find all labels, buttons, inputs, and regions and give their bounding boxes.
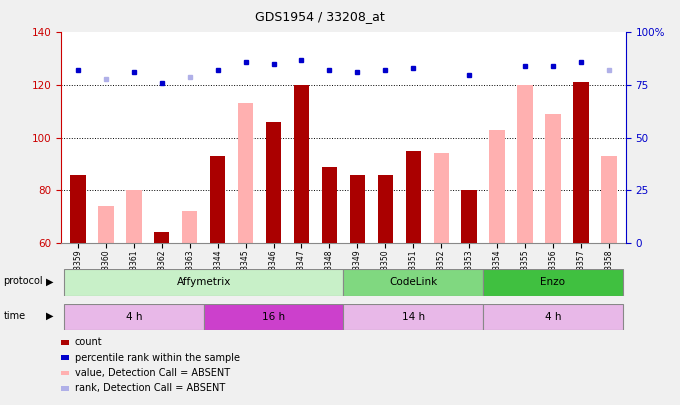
Bar <box>204 304 343 330</box>
Bar <box>154 232 169 243</box>
Text: ▶: ▶ <box>46 277 54 286</box>
Text: 16 h: 16 h <box>262 312 285 322</box>
Bar <box>573 83 589 243</box>
Bar <box>601 156 617 243</box>
Text: value, Detection Call = ABSENT: value, Detection Call = ABSENT <box>75 368 230 378</box>
Bar <box>350 175 365 243</box>
Text: 4 h: 4 h <box>545 312 561 322</box>
Bar <box>545 114 560 243</box>
Bar <box>322 167 337 243</box>
Text: CodeLink: CodeLink <box>389 277 437 288</box>
Bar <box>98 206 114 243</box>
Bar <box>238 104 253 243</box>
Text: GDS1954 / 33208_at: GDS1954 / 33208_at <box>255 10 384 23</box>
Bar <box>343 304 483 330</box>
Text: ▶: ▶ <box>46 311 54 321</box>
Bar <box>126 190 141 243</box>
Bar <box>405 151 421 243</box>
Bar <box>210 156 225 243</box>
Text: count: count <box>75 337 103 347</box>
Bar <box>517 85 532 243</box>
Text: protocol: protocol <box>3 277 43 286</box>
Bar <box>377 175 393 243</box>
Bar <box>462 190 477 243</box>
Bar <box>64 269 343 296</box>
Bar <box>64 304 204 330</box>
Bar <box>343 269 483 296</box>
Bar <box>434 153 449 243</box>
Bar <box>490 130 505 243</box>
Bar <box>182 211 197 243</box>
Text: 4 h: 4 h <box>126 312 142 322</box>
Bar <box>266 122 282 243</box>
Text: Affymetrix: Affymetrix <box>177 277 231 288</box>
Bar <box>70 175 86 243</box>
Text: time: time <box>3 311 26 321</box>
Text: 14 h: 14 h <box>402 312 425 322</box>
Text: Enzo: Enzo <box>541 277 566 288</box>
Bar <box>483 269 623 296</box>
Bar <box>483 304 623 330</box>
Text: percentile rank within the sample: percentile rank within the sample <box>75 353 240 362</box>
Text: rank, Detection Call = ABSENT: rank, Detection Call = ABSENT <box>75 384 225 393</box>
Bar <box>294 85 309 243</box>
